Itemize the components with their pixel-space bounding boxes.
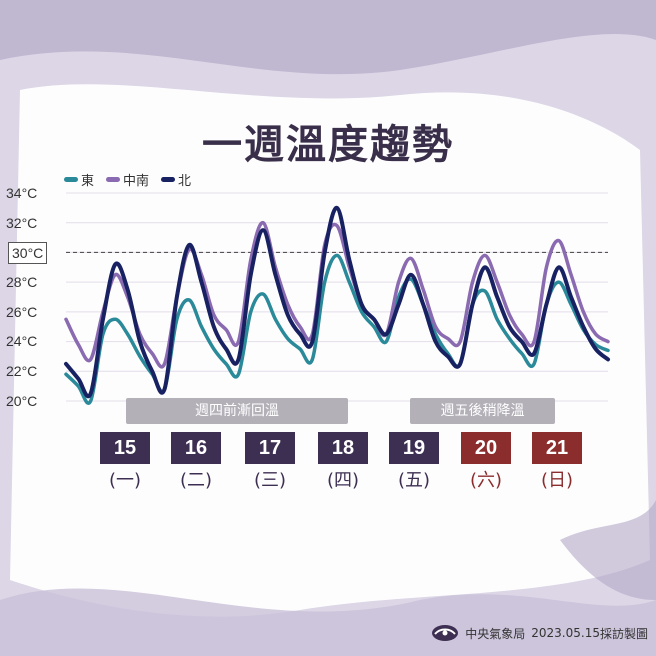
series-line-central-south: [64, 220, 610, 369]
y-tick-label-reference: 30°C: [8, 242, 48, 264]
chart-title: 一週溫度趨勢: [202, 122, 454, 168]
day-15: 15 (一): [100, 432, 150, 492]
legend: 東 中南 北: [64, 170, 191, 189]
day-weekday: (四): [326, 470, 360, 491]
y-tick-label: 22°C: [6, 363, 38, 379]
day-18: 18 (四): [318, 432, 368, 492]
banner-cooling: 週五後稍降溫: [410, 398, 555, 424]
legend-label-central-south: 中南: [123, 174, 150, 189]
day-weekday: (三): [253, 470, 287, 491]
series-line-north: [64, 205, 610, 399]
banner-warming: 週四前漸回溫: [126, 398, 348, 424]
cwb-logo-icon: [432, 625, 459, 641]
day-date: 19: [389, 432, 439, 464]
footer: 中央氣象局 2023.05.15 採訪製圖: [431, 624, 648, 642]
footer-credit: 採訪製圖: [599, 626, 648, 641]
day-19: 19 (五): [389, 432, 439, 492]
series-line-east: [64, 253, 610, 405]
y-tick-label: 34°C: [6, 185, 38, 201]
day-date: 15: [100, 432, 150, 464]
day-weekday: (一): [108, 470, 142, 491]
day-weekday: (六): [469, 470, 503, 491]
legend-swatch-east: [64, 177, 78, 182]
y-tick-label: 28°C: [6, 274, 38, 290]
day-weekday: (二): [179, 470, 213, 491]
day-21: 21 (日): [532, 432, 582, 492]
y-tick-label: 20°C: [6, 393, 38, 409]
legend-item-east: 東: [64, 170, 94, 189]
y-tick-label: 26°C: [6, 304, 38, 320]
y-tick-label: 32°C: [6, 215, 38, 231]
day-date: 16: [171, 432, 221, 464]
legend-swatch-north: [161, 177, 176, 182]
footer-agency: 中央氣象局: [465, 626, 526, 641]
footer-date: 2023.05.15: [531, 626, 600, 640]
day-weekday: (五): [397, 470, 431, 491]
day-date: 21: [532, 432, 582, 464]
day-weekday: (日): [540, 470, 574, 491]
day-date: 20: [461, 432, 511, 464]
day-16: 16 (二): [171, 432, 221, 492]
legend-label-east: 東: [81, 174, 95, 189]
y-tick-label: 24°C: [6, 333, 38, 349]
series-lines: [64, 205, 610, 405]
legend-swatch-central-south: [106, 177, 121, 182]
legend-item-north: 北: [161, 170, 191, 189]
legend-item-central-south: 中南: [106, 170, 149, 189]
day-date: 17: [245, 432, 295, 464]
legend-label-north: 北: [178, 174, 192, 189]
day-20: 20 (六): [461, 432, 511, 492]
day-17: 17 (三): [245, 432, 295, 492]
day-date: 18: [318, 432, 368, 464]
